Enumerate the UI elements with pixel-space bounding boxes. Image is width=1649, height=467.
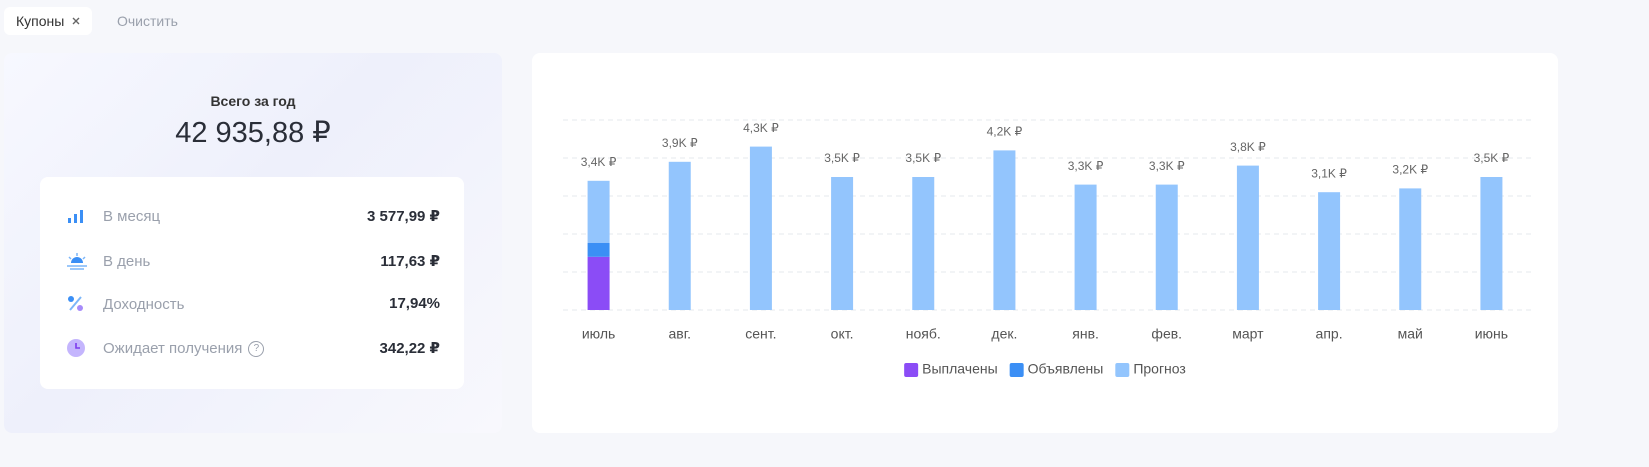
x-tick-label: окт. (831, 326, 854, 342)
bar-segment (1480, 177, 1503, 310)
total-label: 3,3K ₽ (1068, 159, 1104, 173)
row-value: 342,22 ₽ (379, 340, 440, 357)
row: В месяц 3 577,99 ₽ (40, 201, 464, 231)
summary-title: Всего за год (210, 93, 296, 109)
row-value: 17,94% (389, 295, 440, 312)
bar-segment (587, 180, 610, 243)
bar-segment (831, 177, 854, 310)
row-value: 117,63 ₽ (380, 253, 440, 270)
row: Доходность 17,94% (40, 289, 464, 319)
total-label: 3,5K ₽ (824, 151, 860, 165)
x-tick-label: фев. (1151, 326, 1182, 342)
chart: 3,4K ₽ июль 3,9K ₽ авг. 4,3K ₽ сент. 3,5K ₽ окт… (563, 119, 1532, 377)
row-label: Доходность (103, 296, 185, 313)
legend-label: Выплачены (922, 361, 998, 377)
total-label: 3,5K ₽ (1474, 151, 1510, 165)
summary-card: Всего за год 42 935,88 ₽ В месяц 3 577,9… (4, 53, 502, 433)
label-text: Ожидает получения (103, 340, 243, 357)
legend-label: Прогноз (1133, 361, 1186, 377)
bar-segment (1155, 184, 1178, 310)
x-tick-label: сент. (745, 326, 776, 342)
bar-segment (912, 177, 935, 310)
bar-segment (1318, 192, 1341, 310)
x-tick-label: нояб. (906, 326, 941, 342)
bar-segment (587, 256, 610, 310)
bar-segment (668, 161, 691, 310)
row-label: Ожидает получения? (103, 340, 265, 357)
bar-segment (587, 242, 610, 257)
x-tick-label: июль (582, 326, 615, 342)
x-tick-label: дек. (991, 326, 1017, 342)
row: В день 117,63 ₽ (40, 246, 464, 276)
legend-swatch (1115, 363, 1130, 377)
bar-segment (749, 146, 772, 310)
x-tick-label: июнь (1475, 326, 1508, 342)
x-tick-label: апр. (1316, 326, 1343, 342)
x-tick-label: авг. (668, 326, 691, 342)
total-label: 3,3K ₽ (1149, 159, 1185, 173)
total-label: 3,2K ₽ (1392, 163, 1428, 177)
summary-total: 42 935,88 ₽ (175, 117, 331, 149)
row-value: 3 577,99 ₽ (367, 208, 440, 225)
row: Ожидает получения? 342,22 ₽ (40, 333, 464, 363)
chip-label: Купоны (16, 13, 65, 29)
total-label: 4,2K ₽ (987, 125, 1023, 139)
total-label: 3,8K ₽ (1230, 140, 1266, 154)
bar-segment (1399, 188, 1422, 310)
total-label: 3,9K ₽ (662, 136, 698, 150)
chip-close[interactable] (72, 17, 80, 25)
icon (68, 296, 83, 311)
x-tick-label: май (1398, 326, 1423, 342)
icon (67, 253, 87, 270)
x-tick-label: янв. (1072, 326, 1099, 342)
legend-label: Объявлены (1028, 361, 1104, 377)
chart-card: 3,4K ₽ июль 3,9K ₽ авг. 4,3K ₽ сент. 3,5K ₽ окт… (532, 53, 1558, 433)
legend-swatch (1009, 363, 1024, 377)
clear-button[interactable]: Очистить (117, 13, 178, 29)
summary-rows: В месяц 3 577,99 ₽ В день 117,63 ₽ Доход… (40, 177, 464, 389)
icon (68, 210, 83, 223)
icon (67, 339, 85, 357)
bar-segment (1074, 184, 1097, 310)
legend-swatch (904, 363, 919, 377)
bar-segment (993, 150, 1016, 310)
total-label: 3,1K ₽ (1311, 166, 1347, 180)
row-label: В день (103, 253, 151, 270)
x-tick-label: март (1232, 326, 1264, 342)
bar-segment (1236, 165, 1259, 310)
total-label: 4,3K ₽ (743, 121, 779, 135)
hint-icon[interactable]: ? (248, 340, 265, 357)
row-label: В месяц (103, 208, 161, 225)
total-label: 3,4K ₽ (581, 155, 617, 169)
filter-chip[interactable]: Купоны (4, 7, 93, 35)
total-label: 3,5K ₽ (905, 151, 941, 165)
